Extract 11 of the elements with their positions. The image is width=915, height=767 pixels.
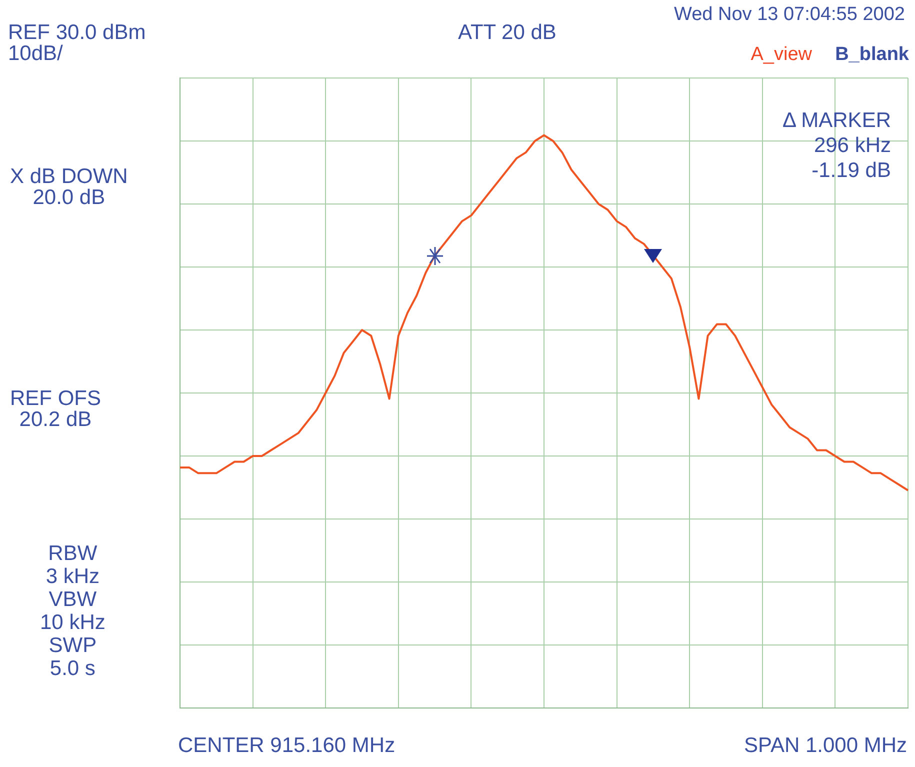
text: CENTER 915.160 MHz <box>178 734 396 757</box>
text: Wed Nov 13 07:04:55 2002 <box>674 4 905 25</box>
annotation: Δ MARKER 296 kHz -1.19 dB <box>782 108 891 183</box>
text: SPAN 1.000 MHz <box>744 734 907 757</box>
text: A_view <box>750 44 812 65</box>
text: REF OFS 20.2 dB <box>10 387 102 431</box>
text: ATT 20 dB <box>458 21 556 44</box>
text: REF 30.0 dBm 10dB/ <box>8 21 146 65</box>
text: X dB DOWN 20.0 dB <box>10 165 128 209</box>
text: RBW 3 kHz VBW 10 kHz SWP 5.0 s <box>40 542 106 680</box>
text: B_blank <box>835 44 909 65</box>
